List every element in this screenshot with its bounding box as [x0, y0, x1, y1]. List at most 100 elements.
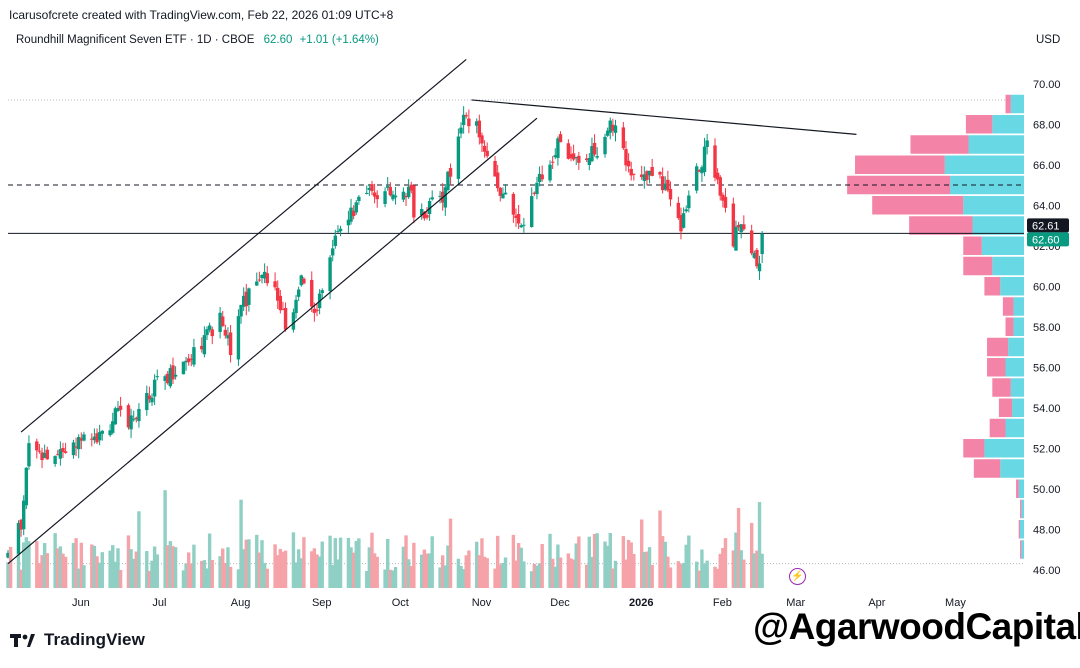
candle-body[interactable] — [357, 196, 361, 202]
candle-body[interactable] — [338, 228, 343, 232]
candle-body[interactable] — [192, 347, 196, 365]
candle-body[interactable] — [82, 434, 86, 441]
candle-body[interactable] — [262, 271, 267, 279]
candle-body[interactable] — [302, 278, 306, 284]
candle-body[interactable] — [100, 430, 104, 434]
candle-body[interactable] — [430, 197, 434, 200]
candle-body[interactable] — [676, 202, 681, 219]
candle-body[interactable] — [202, 335, 207, 355]
candle-body[interactable] — [95, 433, 99, 443]
candle-body[interactable] — [613, 125, 618, 133]
candle-body[interactable] — [150, 397, 154, 403]
candle-body[interactable] — [273, 281, 277, 288]
candle-body[interactable] — [467, 118, 471, 127]
candle-body[interactable] — [425, 215, 429, 218]
candle-body[interactable] — [482, 145, 487, 152]
candle-body[interactable] — [385, 186, 390, 188]
candle-body[interactable] — [571, 153, 576, 160]
candle-body[interactable] — [739, 224, 743, 233]
lightning-icon[interactable]: ⚡ — [789, 568, 806, 585]
candle-body[interactable] — [236, 316, 241, 360]
candle-body[interactable] — [56, 454, 60, 456]
candle-body[interactable] — [336, 231, 340, 233]
candle-body[interactable] — [294, 299, 298, 313]
candle-body[interactable] — [35, 441, 39, 451]
candle-body[interactable] — [715, 172, 720, 180]
candle-body[interactable] — [351, 210, 356, 217]
candle-body[interactable] — [291, 312, 296, 330]
candle-body[interactable] — [207, 325, 212, 330]
candle-body[interactable] — [166, 373, 170, 384]
candle-body[interactable] — [260, 274, 264, 279]
candle-body[interactable] — [218, 312, 222, 333]
candle-body[interactable] — [621, 127, 626, 149]
candle-body[interactable] — [650, 167, 654, 176]
candle-body[interactable] — [283, 308, 288, 330]
candle-body[interactable] — [6, 552, 10, 558]
candle-body[interactable] — [375, 195, 379, 200]
candle-body[interactable] — [456, 136, 461, 179]
candle-body[interactable] — [548, 164, 552, 181]
candle-body[interactable] — [346, 219, 351, 226]
candle-body[interactable] — [173, 374, 178, 377]
candle-body[interactable] — [666, 179, 670, 191]
candle-body[interactable] — [16, 523, 21, 555]
candle-body[interactable] — [171, 365, 175, 380]
candle-body[interactable] — [603, 136, 607, 155]
candle-body[interactable] — [74, 446, 78, 448]
candle-body[interactable] — [184, 360, 188, 363]
candle-body[interactable] — [210, 329, 214, 337]
candle-body[interactable] — [155, 376, 159, 378]
candle-body[interactable] — [27, 443, 31, 467]
candle-body[interactable] — [749, 230, 754, 254]
candle-body[interactable] — [705, 140, 709, 147]
candle-body[interactable] — [464, 115, 468, 117]
candle-body[interactable] — [71, 442, 76, 456]
trendline[interactable] — [471, 99, 857, 135]
candle-body[interactable] — [189, 358, 193, 360]
candle-body[interactable] — [79, 438, 84, 441]
candle-body[interactable] — [134, 417, 139, 420]
candle-body[interactable] — [590, 146, 594, 162]
candle-body[interactable] — [370, 184, 374, 192]
candle-body[interactable] — [108, 430, 112, 436]
candle-body[interactable] — [427, 200, 432, 215]
candle-body[interactable] — [372, 192, 377, 197]
candle-body[interactable] — [718, 177, 722, 196]
candle-body[interactable] — [595, 156, 599, 158]
candle-body[interactable] — [736, 224, 741, 228]
candle-body[interactable] — [668, 189, 673, 200]
candle-body[interactable] — [393, 195, 398, 198]
candle-body[interactable] — [757, 263, 762, 272]
candle-body[interactable] — [535, 182, 539, 195]
candle-body[interactable] — [186, 358, 191, 363]
candle-body[interactable] — [312, 308, 317, 313]
candle-body[interactable] — [511, 193, 516, 215]
candle-body[interactable] — [611, 124, 615, 132]
candle-body[interactable] — [459, 127, 463, 134]
candle-body[interactable] — [244, 291, 248, 307]
candle-body[interactable] — [587, 158, 592, 165]
candle-body[interactable] — [223, 329, 228, 336]
candle-body[interactable] — [684, 209, 688, 212]
candle-body[interactable] — [315, 309, 319, 312]
candle-body[interactable] — [63, 451, 68, 453]
candle-body[interactable] — [477, 120, 482, 138]
candle-body[interactable] — [61, 447, 65, 452]
candle-body[interactable] — [569, 154, 573, 159]
candle-body[interactable] — [37, 450, 42, 452]
candle-body[interactable] — [40, 452, 44, 461]
candle-body[interactable] — [498, 187, 502, 196]
currency-label[interactable]: USD — [1036, 34, 1061, 46]
candle-body[interactable] — [77, 437, 81, 450]
candle-body[interactable] — [742, 224, 746, 230]
candle-body[interactable] — [226, 335, 230, 339]
candle-body[interactable] — [480, 135, 484, 144]
trendline[interactable] — [20, 58, 467, 433]
candle-body[interactable] — [687, 195, 691, 209]
candle-body[interactable] — [278, 295, 283, 311]
candle-body[interactable] — [663, 183, 667, 190]
candle-body[interactable] — [605, 130, 610, 136]
candle-body[interactable] — [550, 161, 555, 163]
candle-body[interactable] — [331, 248, 335, 256]
